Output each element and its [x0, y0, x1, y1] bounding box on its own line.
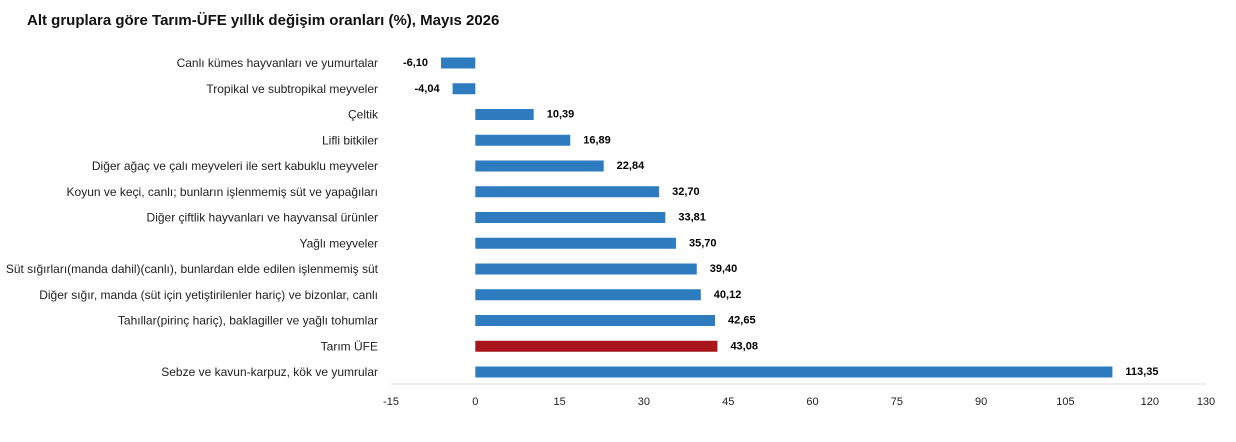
data-label: 43,08 [730, 340, 758, 352]
x-tick-label: 60 [806, 396, 818, 408]
x-tick-label: 130 [1197, 396, 1215, 408]
chart-title: Alt gruplara göre Tarım-ÜFE yıllık değiş… [27, 12, 500, 29]
x-tick-label: 90 [975, 396, 987, 408]
data-label: 33,81 [678, 212, 706, 224]
bar [441, 57, 476, 69]
category-label: Tarım ÜFE [321, 339, 378, 353]
data-label: 22,84 [617, 160, 645, 172]
category-label: Çeltik [348, 108, 379, 122]
data-label: -6,10 [403, 57, 428, 69]
category-label: Diğer çiftlik hayvanları ve hayvansal ür… [147, 211, 378, 225]
x-tick-label: -15 [383, 396, 399, 408]
data-label: 16,89 [583, 134, 611, 146]
data-label: 39,40 [710, 263, 738, 275]
bar [475, 263, 697, 275]
x-tick-label: 120 [1141, 396, 1159, 408]
x-tick-label: 15 [553, 396, 565, 408]
bar [475, 186, 660, 198]
data-label: -4,04 [415, 83, 441, 95]
bar [475, 289, 701, 301]
bar [452, 83, 476, 95]
data-label: 40,12 [714, 289, 742, 301]
data-label: 10,39 [547, 109, 575, 121]
x-tick-label: 45 [722, 396, 734, 408]
category-label: Tahıllar(pirinç hariç), baklagiller ve y… [118, 314, 378, 328]
data-label: 35,70 [689, 237, 717, 249]
bar [475, 134, 571, 146]
bar [475, 237, 676, 249]
data-label: 113,35 [1125, 366, 1158, 378]
bar [475, 160, 604, 172]
category-label: Süt sığırları(manda dahil)(canlı), bunla… [6, 262, 379, 276]
category-label: Koyun ve keçi, canlı; bunların işlenmemi… [67, 185, 378, 199]
x-tick-label: 75 [891, 396, 903, 408]
category-label: Yağlı meyveler [300, 236, 378, 250]
category-label: Tropikal ve subtropikal meyveler [206, 82, 378, 96]
bar [475, 212, 666, 223]
data-label: 42,65 [728, 315, 756, 327]
bar [475, 315, 716, 326]
category-label: Diğer sığır, manda (süt için yetiştirile… [39, 288, 378, 302]
x-tick-label: 30 [638, 396, 650, 408]
category-label: Sebze ve kavun-karpuz, kök ve yumrular [161, 365, 378, 379]
category-label: Lifli bitkiler [322, 133, 378, 147]
bar [475, 109, 534, 120]
bar [475, 366, 1113, 378]
category-label: Diğer ağaç ve çalı meyveleri ile sert ka… [92, 159, 378, 173]
data-label: 32,70 [672, 186, 700, 198]
bar [475, 340, 718, 352]
x-tick-label: 105 [1056, 396, 1074, 408]
x-tick-label: 0 [472, 396, 478, 408]
category-label: Canlı kümes hayvanları ve yumurtalar [177, 56, 378, 70]
